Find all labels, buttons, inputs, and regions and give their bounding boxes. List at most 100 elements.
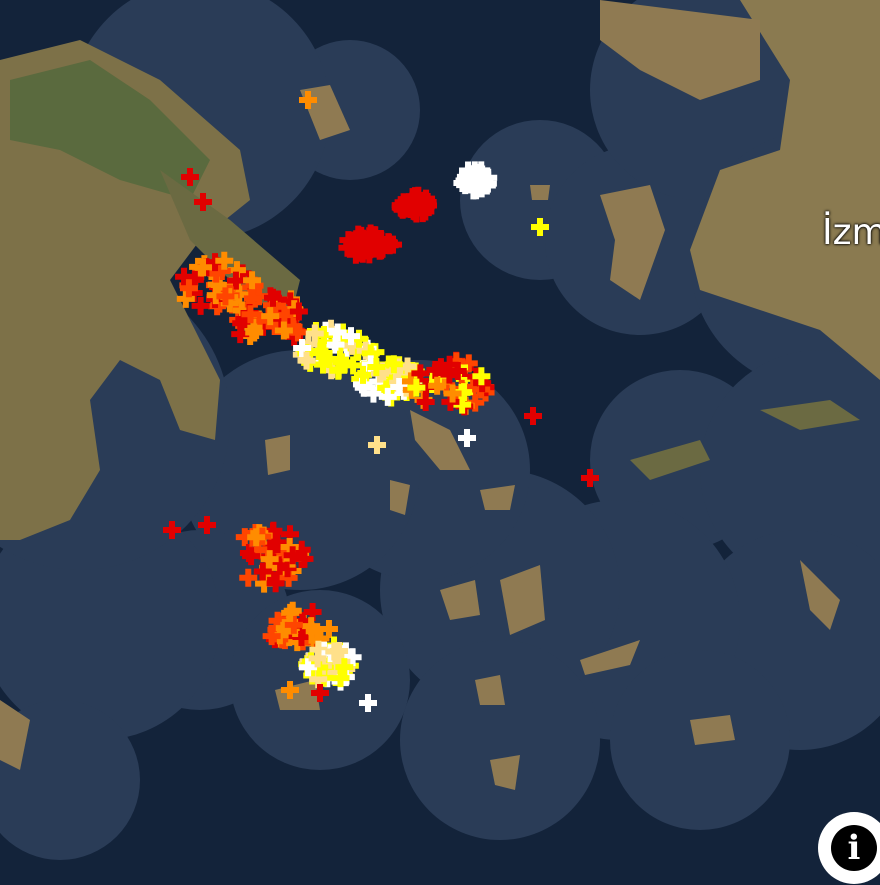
amorgos	[580, 640, 640, 675]
tinos	[480, 485, 515, 510]
info-button[interactable]: i	[818, 812, 880, 884]
lightning-strike-marker	[207, 275, 226, 294]
lightning-strike-marker	[274, 321, 293, 340]
lightning-strike-marker	[411, 364, 430, 383]
lightning-strike-marker	[331, 669, 350, 688]
lightning-strike-marker	[299, 91, 317, 109]
euboea	[160, 170, 300, 320]
lightning-strike-marker	[280, 525, 299, 544]
leros	[800, 560, 840, 630]
lightning-strike-marker	[443, 384, 462, 403]
lightning-strike-marker	[303, 666, 322, 685]
lightning-strike-marker	[466, 393, 485, 412]
landmass	[0, 0, 880, 790]
lightning-strike-marker	[389, 358, 408, 377]
lightning-strike-marker	[216, 287, 235, 306]
kythira	[0, 700, 30, 770]
lightning-strike-marker	[404, 188, 423, 207]
lightning-strike-marker	[361, 232, 380, 251]
lightning-strike-marker	[354, 378, 373, 397]
lightning-strike-marker	[581, 469, 599, 487]
lightning-strike-marker	[459, 354, 478, 373]
ios	[475, 675, 505, 705]
lightning-strike-marker	[379, 233, 398, 252]
lightning-strike-marker	[360, 245, 379, 264]
lesbos	[600, 0, 760, 100]
lightning-strike-marker	[268, 534, 287, 553]
lightning-strike-marker	[361, 344, 380, 363]
lightning-strike-marker	[314, 326, 333, 345]
santorini	[490, 755, 520, 790]
lightning-strike-marker	[210, 294, 229, 313]
lightning-strike-marker	[181, 168, 199, 186]
lightning-strike-marker	[354, 365, 373, 384]
lightning-strike-marker	[453, 395, 472, 414]
kos	[690, 715, 735, 745]
lightning-strike-marker	[299, 658, 318, 677]
lightning-strike-marker	[194, 193, 212, 211]
naxos	[500, 565, 545, 635]
lightning-strike-marker	[281, 603, 300, 622]
lightning-strike-marker	[377, 378, 396, 397]
lightning-strike-marker	[232, 314, 251, 333]
lightning-strike-marker	[280, 538, 299, 557]
lightning-strike-marker	[176, 289, 195, 308]
lightning-strike-marker	[459, 161, 478, 180]
lightning-strike-marker	[179, 279, 198, 298]
turkey	[690, 0, 880, 380]
lightning-strike-marker	[292, 540, 311, 559]
lightning-strike-marker	[378, 387, 397, 406]
lightning-strike-marker	[250, 311, 269, 330]
lightning-strike-marker	[386, 373, 405, 392]
psara	[530, 185, 550, 200]
lightning-strike-marker	[398, 196, 417, 215]
lightning-strike-marker	[175, 267, 194, 286]
lightning-strike-marker	[531, 218, 549, 236]
lightning-strike-marker	[283, 546, 302, 565]
lightning-strike-marker	[344, 236, 363, 255]
lightning-strike-marker	[413, 204, 432, 223]
lightning-strike-marker	[364, 384, 383, 403]
info-icon: i	[831, 825, 877, 871]
lightning-strike-marker	[241, 305, 260, 324]
lightning-strike-marker	[440, 365, 459, 384]
chios	[600, 185, 665, 300]
lightning-strike-marker	[264, 521, 283, 540]
paros	[440, 580, 480, 620]
lightning-strike-marker	[185, 270, 204, 289]
lightning-strike-marker	[226, 271, 245, 290]
samos	[630, 440, 710, 480]
lightning-strike-marker	[308, 649, 327, 668]
lightning-strike-marker	[191, 296, 210, 315]
lightning-strike-marker	[303, 602, 322, 621]
lightning-strike-marker	[275, 306, 294, 325]
lightning-strike-marker	[243, 289, 262, 308]
lightning-strike-marker	[390, 377, 409, 396]
lightning-strike-marker	[416, 377, 435, 396]
lightning-strike-marker	[285, 327, 304, 346]
lightning-strike-marker	[302, 617, 321, 636]
lightning-strike-marker	[163, 521, 181, 539]
lightning-strike-marker	[262, 538, 281, 557]
lightning-strike-marker	[288, 633, 307, 652]
ikaria	[760, 400, 860, 430]
lightning-strike-marker	[314, 355, 333, 374]
greece-green	[10, 60, 210, 200]
lightning-strike-marker	[207, 264, 226, 283]
lightning-strike-marker	[370, 364, 389, 383]
lightning-strike-marker	[254, 317, 273, 336]
lightning-strike-marker	[449, 389, 468, 408]
lightning-strike-marker	[297, 351, 316, 370]
lightning-strike-marker	[295, 549, 314, 568]
lightning-strike-marker	[328, 323, 347, 342]
lightning-strike-marker	[233, 264, 252, 283]
lightning-strike-marker	[463, 168, 482, 187]
lightning-strike-marker	[281, 681, 299, 699]
lightning-strike-marker	[272, 309, 291, 328]
lightning-strike-marker	[274, 543, 293, 562]
lightning-strike-marker	[426, 360, 445, 379]
lightning-strike-marker	[344, 356, 363, 375]
lightning-strike-marker	[309, 670, 328, 689]
